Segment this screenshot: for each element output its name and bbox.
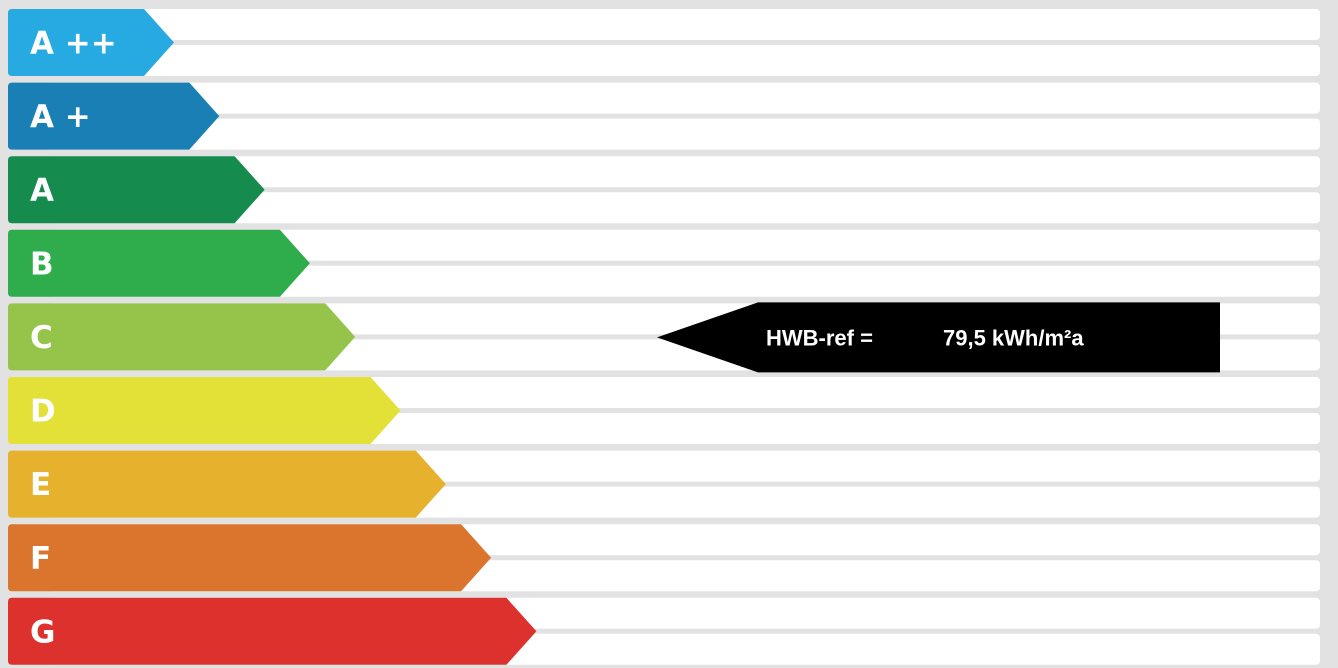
class-label-aplus: A + [30,99,91,135]
class-label-f: F [30,541,51,577]
row-stripe [48,229,1320,261]
class-label-e: E [30,467,51,503]
class-label-aplusplus: A ++ [30,26,117,62]
class-label-c: C [30,320,53,356]
row-stripe [48,45,1320,76]
row-stripe [48,156,1320,188]
row-stripe [48,118,1320,150]
class-arrows: A ++ A + A B C D E F G [8,9,537,665]
row-stripe [48,192,1320,224]
class-arrow-c [8,303,356,371]
row-stripe [48,265,1320,297]
class-arrow-aplus [8,82,220,150]
class-arrow-b [8,229,310,297]
class-arrow-g [8,597,537,665]
hwb-indicator: HWB-ref = 79,5 kWh/m²a [657,302,1220,373]
hwb-label: HWB-ref = [766,325,873,350]
class-arrow-f [8,524,492,592]
class-label-b: B [30,246,54,282]
class-label-d: D [30,394,56,430]
class-arrow-aplusplus [8,9,174,76]
row-stripe [48,82,1320,114]
hwb-indicator-arrow [657,302,1220,373]
class-arrow-a [8,156,265,224]
row-stripe [48,9,1320,40]
hwb-value: 79,5 kWh/m²a [943,325,1084,350]
class-arrow-e [8,450,446,518]
class-label-a: A [30,173,54,209]
class-label-g: G [30,614,55,650]
class-arrow-d [8,377,401,444]
